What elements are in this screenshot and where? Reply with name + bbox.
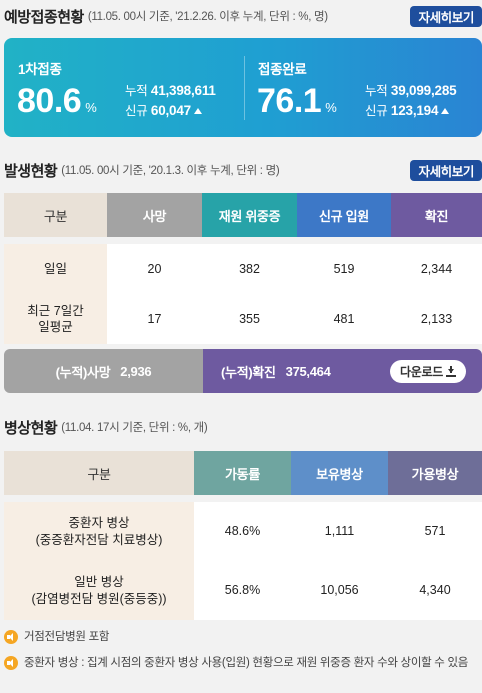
table-cell: 519: [333, 261, 355, 276]
outbreak-label-column: 일일 최근 7일간 일평균: [4, 244, 107, 344]
complete-dose-new: 신규 123,194: [365, 100, 450, 119]
download-button[interactable]: 다운로드: [390, 360, 466, 383]
beds-note: (11.04. 17시 기준, 단위 : %, 개): [61, 422, 208, 434]
outbreak-row-weekly-label: 최근 7일간 일평균: [27, 303, 84, 334]
vaccination-note: (11.05. 00시 기준, '21.2.26. 이후 누계, 단위 : %,…: [87, 11, 328, 23]
outbreak-admission-column: 519 481: [297, 244, 391, 344]
table-cell: 10,056: [320, 583, 359, 598]
table-cell: 2,344: [420, 261, 453, 276]
table-cell: 355: [239, 311, 260, 326]
beds-utilization-column: 48.6% 56.8%: [194, 502, 291, 620]
beds-row-icu-label: 중환자 병상 (중증환자전담 치료병상): [35, 516, 163, 547]
beds-table-header: 구분 가동률 보유병상 가용병상: [4, 451, 482, 495]
table-cell: 382: [239, 261, 260, 276]
speaker-icon: [4, 656, 18, 670]
cumulative-summary-bar: (누적)사망 2,936 (누적)확진 375,464 다운로드: [4, 349, 482, 393]
beds-label-column: 중환자 병상 (중증환자전담 치료병상) 일반 병상 (감염병전담 병원(중등중…: [4, 502, 194, 620]
vaccination-divider: [244, 56, 245, 120]
cumulative-confirmed: (누적)확진 375,464 다운로드: [203, 349, 482, 393]
outbreak-severe-column: 382 355: [202, 244, 297, 344]
beds-header-utilization: 가동률: [194, 451, 291, 495]
outbreak-confirmed-column: 2,344 2,133: [391, 244, 482, 344]
table-cell: 481: [333, 311, 355, 326]
outbreak-title: 발생현황: [4, 162, 58, 180]
table-cell: 48.6%: [224, 524, 261, 539]
beds-header-available: 가용병상: [388, 451, 482, 495]
beds-available-column: 571 4,340: [388, 502, 482, 620]
complete-dose-label: 접종완료: [258, 62, 307, 77]
beds-owned-column: 1,111 10,056: [291, 502, 388, 620]
vaccination-card: 1차접종 80.6% 누적 41,398,611 신규 60,047 접종완료 …: [4, 38, 482, 137]
outbreak-row-daily-label: 일일: [43, 261, 67, 276]
beds-section-header: 병상현황 (11.04. 17시 기준, 단위 : %, 개): [4, 414, 482, 440]
beds-header-category: 구분: [4, 451, 194, 495]
outbreak-header-category: 구분: [4, 193, 107, 237]
table-cell: 1,111: [324, 524, 355, 539]
vaccination-title: 예방접종현황: [4, 8, 84, 26]
table-cell: 17: [147, 311, 162, 326]
table-cell: 4,340: [419, 583, 451, 598]
outbreak-more-button[interactable]: 자세히보기: [410, 160, 482, 181]
first-dose-new: 신규 60,047: [125, 100, 202, 119]
outbreak-section-header: 발생현황 (11.05. 00시 기준, '20.1.3. 이후 누계, 단위 …: [4, 157, 482, 183]
complete-dose-rate: 76.1%: [257, 82, 337, 120]
table-cell: 571: [424, 524, 446, 539]
first-dose-label: 1차접종: [18, 62, 62, 77]
speaker-icon: [4, 630, 18, 644]
outbreak-table-body: 일일 최근 7일간 일평균 20 17 382 355 519 481 2,34…: [4, 244, 482, 344]
beds-header-owned: 보유병상: [291, 451, 388, 495]
first-dose-cumulative: 누적 41,398,611: [125, 83, 216, 98]
vaccination-more-button[interactable]: 자세히보기: [410, 6, 482, 27]
outbreak-header-death: 사망: [107, 193, 202, 237]
increase-arrow-icon: [193, 108, 202, 114]
vaccination-section-header: 예방접종현황 (11.05. 00시 기준, '21.2.26. 이후 누계, …: [4, 3, 482, 29]
outbreak-header-severe: 재원 위중증: [202, 193, 297, 237]
beds-table-body: 중환자 병상 (중증환자전담 치료병상) 일반 병상 (감염병전담 병원(중등중…: [4, 502, 482, 620]
complete-dose-cumulative: 누적 39,099,285: [365, 83, 457, 98]
outbreak-table-header: 구분 사망 재원 위중증 신규 입원 확진: [4, 193, 482, 237]
increase-arrow-icon: [441, 108, 450, 114]
note-item: 중환자 병상 : 집계 시점의 중환자 병상 사용(입원) 현황으로 재원 위중…: [4, 655, 482, 672]
download-icon: [446, 366, 456, 377]
note-item: 거점전담병원 포함: [4, 629, 482, 646]
beds-row-general-label: 일반 병상 (감염병전담 병원(중등중)): [31, 575, 167, 606]
first-dose-block: 1차접종 80.6% 누적 41,398,611 신규 60,047: [4, 38, 244, 137]
outbreak-note: (11.05. 00시 기준, '20.1.3. 이후 누계, 단위 : 명): [61, 165, 280, 177]
beds-title: 병상현황: [4, 419, 58, 437]
table-cell: 20: [147, 261, 162, 276]
outbreak-header-confirmed: 확진: [391, 193, 482, 237]
table-cell: 56.8%: [224, 583, 261, 598]
first-dose-rate: 80.6%: [17, 82, 97, 120]
cumulative-death: (누적)사망 2,936: [4, 349, 203, 393]
outbreak-header-admission: 신규 입원: [297, 193, 391, 237]
outbreak-death-column: 20 17: [107, 244, 202, 344]
complete-dose-block: 접종완료 76.1% 누적 39,099,285 신규 123,194: [244, 38, 482, 137]
table-cell: 2,133: [420, 311, 453, 326]
